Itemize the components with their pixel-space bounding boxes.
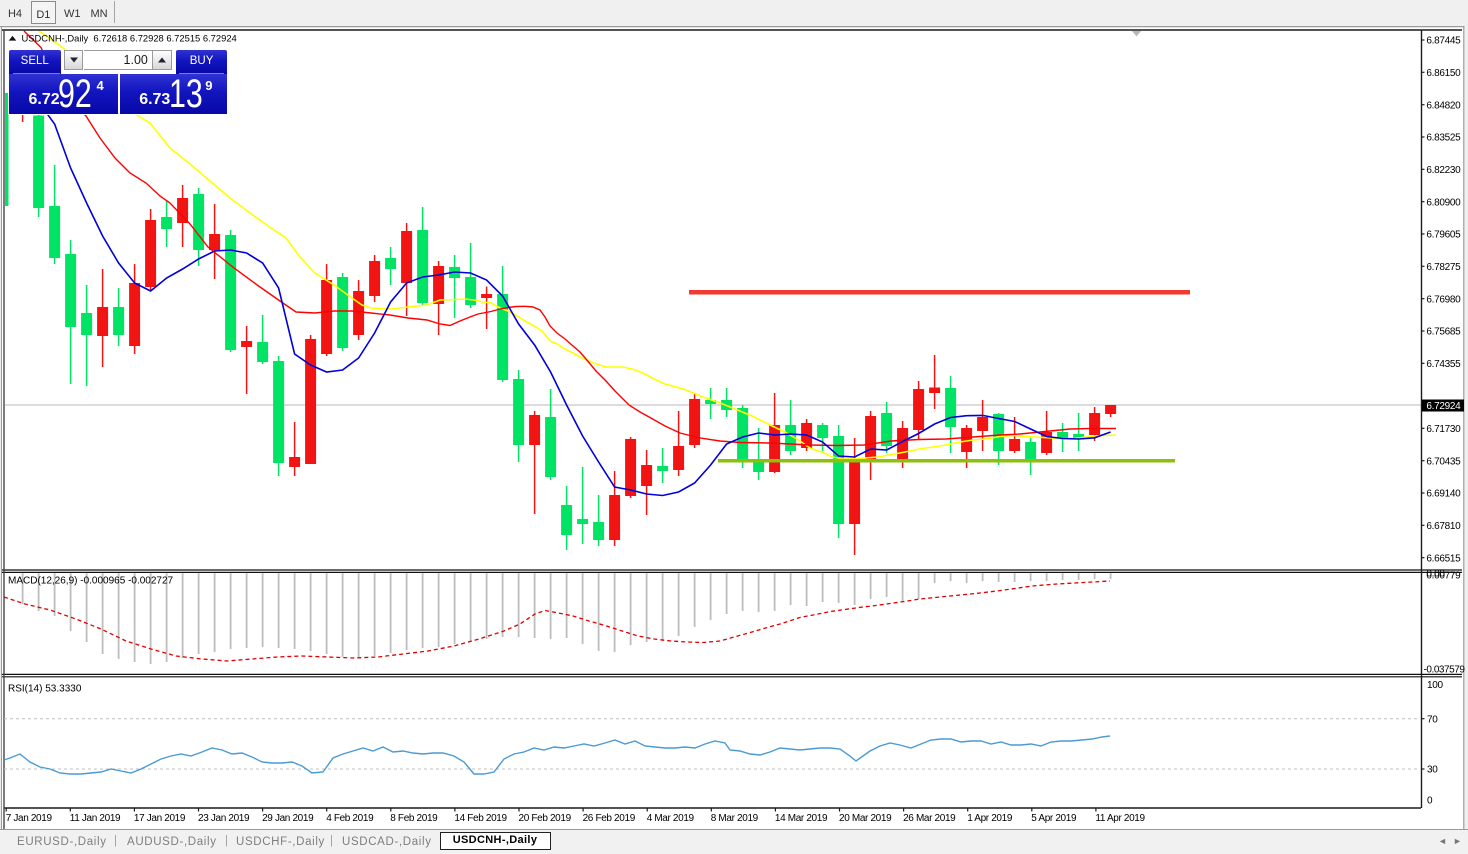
svg-text:6.76980: 6.76980 [1426, 294, 1461, 305]
svg-text:6.87445: 6.87445 [1426, 36, 1461, 47]
svg-text:7 Jan 2019: 7 Jan 2019 [6, 813, 53, 824]
svg-text:4 Mar 2019: 4 Mar 2019 [647, 813, 695, 824]
svg-text:RSI(14) 53.3330: RSI(14) 53.3330 [8, 684, 82, 695]
svg-text:5 Apr 2019: 5 Apr 2019 [1031, 813, 1077, 824]
svg-text:30: 30 [1427, 765, 1438, 776]
svg-text:20 Feb 2019: 20 Feb 2019 [519, 813, 572, 824]
svg-text:6.84820: 6.84820 [1426, 100, 1461, 111]
svg-text:6.86150: 6.86150 [1426, 68, 1461, 79]
svg-text:17 Jan 2019: 17 Jan 2019 [134, 813, 186, 824]
svg-text:70: 70 [1427, 714, 1438, 725]
svg-text:MACD(12,26,9) -0.000965 -0.002: MACD(12,26,9) -0.000965 -0.002727 [8, 576, 174, 587]
svg-text:6.66515: 6.66515 [1426, 553, 1461, 564]
svg-text:8 Mar 2019: 8 Mar 2019 [711, 813, 759, 824]
svg-text:1 Apr 2019: 1 Apr 2019 [967, 813, 1013, 824]
svg-text:6.72924: 6.72924 [1426, 401, 1461, 412]
svg-text:0.00779: 0.00779 [1426, 571, 1461, 582]
svg-text:6.74355: 6.74355 [1426, 359, 1461, 370]
svg-text:11 Jan 2019: 11 Jan 2019 [70, 813, 121, 824]
svg-text:11 Apr 2019: 11 Apr 2019 [1095, 813, 1145, 824]
svg-text:4 Feb 2019: 4 Feb 2019 [326, 813, 374, 824]
svg-text:0.00: 0.00 [1426, 569, 1445, 580]
svg-text:14 Feb 2019: 14 Feb 2019 [454, 813, 507, 824]
svg-text:29 Jan 2019: 29 Jan 2019 [262, 813, 314, 824]
svg-text:8 Feb 2019: 8 Feb 2019 [390, 813, 438, 824]
svg-text:6.75685: 6.75685 [1426, 327, 1461, 338]
svg-text:14 Mar 2019: 14 Mar 2019 [775, 813, 828, 824]
svg-text:6.82230: 6.82230 [1426, 165, 1461, 176]
svg-text:-0.037579: -0.037579 [1424, 665, 1466, 676]
svg-text:6.67810: 6.67810 [1426, 521, 1461, 532]
svg-text:100: 100 [1427, 680, 1444, 691]
svg-text:26 Mar 2019: 26 Mar 2019 [903, 813, 956, 824]
svg-text:6.78275: 6.78275 [1426, 262, 1461, 273]
svg-text:23 Jan 2019: 23 Jan 2019 [198, 813, 250, 824]
svg-text:6.83525: 6.83525 [1426, 133, 1461, 144]
svg-text:6.80900: 6.80900 [1426, 197, 1461, 208]
svg-text:0: 0 [1427, 796, 1433, 807]
svg-text:6.70435: 6.70435 [1426, 456, 1461, 467]
svg-text:20 Mar 2019: 20 Mar 2019 [839, 813, 892, 824]
svg-text:26 Feb 2019: 26 Feb 2019 [583, 813, 636, 824]
svg-text:USDCNH-,Daily 6.72618 6.72928: USDCNH-,Daily 6.72618 6.72928 6.72515 6.… [22, 32, 237, 43]
svg-text:6.79605: 6.79605 [1426, 230, 1461, 241]
svg-text:6.71730: 6.71730 [1426, 424, 1461, 435]
svg-text:6.69140: 6.69140 [1426, 489, 1461, 500]
